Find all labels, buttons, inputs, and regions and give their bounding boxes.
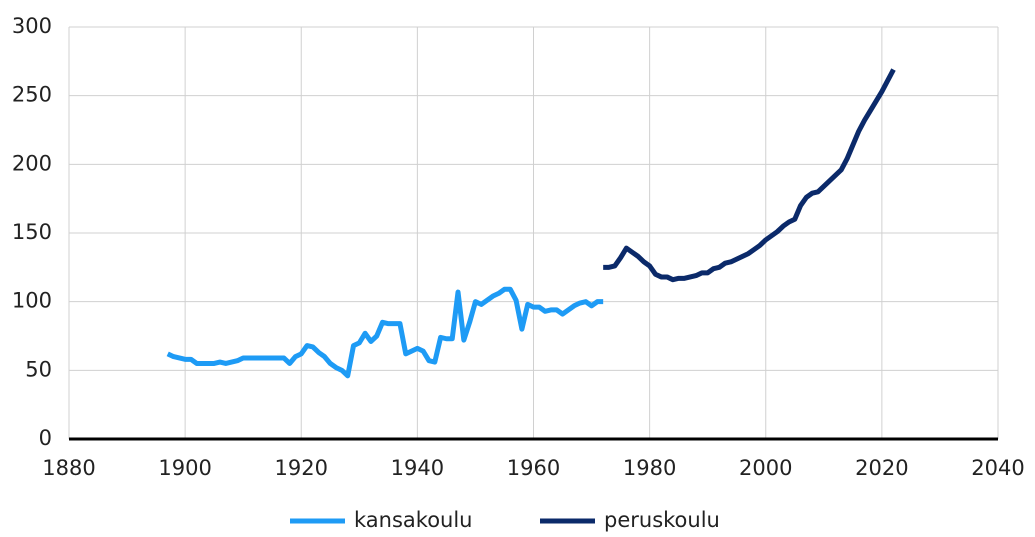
- y-tick-label: 150: [12, 220, 52, 244]
- line-series: [166, 286, 604, 379]
- x-tick-label: 1880: [42, 456, 95, 480]
- y-tick-label: 50: [25, 357, 52, 381]
- x-tick-label: 1960: [507, 456, 560, 480]
- y-tick-label: 300: [12, 14, 52, 38]
- y-tick-label: 100: [12, 289, 52, 313]
- x-tick-label: 2000: [739, 456, 792, 480]
- x-tick-label: 1900: [158, 456, 211, 480]
- x-tick-label: 1920: [275, 456, 328, 480]
- x-tick-label: 1940: [391, 456, 444, 480]
- y-tick-label: 0: [39, 426, 52, 450]
- x-tick-label: 1980: [623, 456, 676, 480]
- legend-label: peruskoulu: [604, 508, 720, 532]
- line-series: [603, 68, 896, 283]
- y-tick-label: 250: [12, 83, 52, 107]
- legend-label: kansakoulu: [354, 508, 473, 532]
- x-tick-label: 2040: [971, 456, 1024, 480]
- x-tick-label: 2020: [855, 456, 908, 480]
- y-tick-label: 200: [12, 151, 52, 175]
